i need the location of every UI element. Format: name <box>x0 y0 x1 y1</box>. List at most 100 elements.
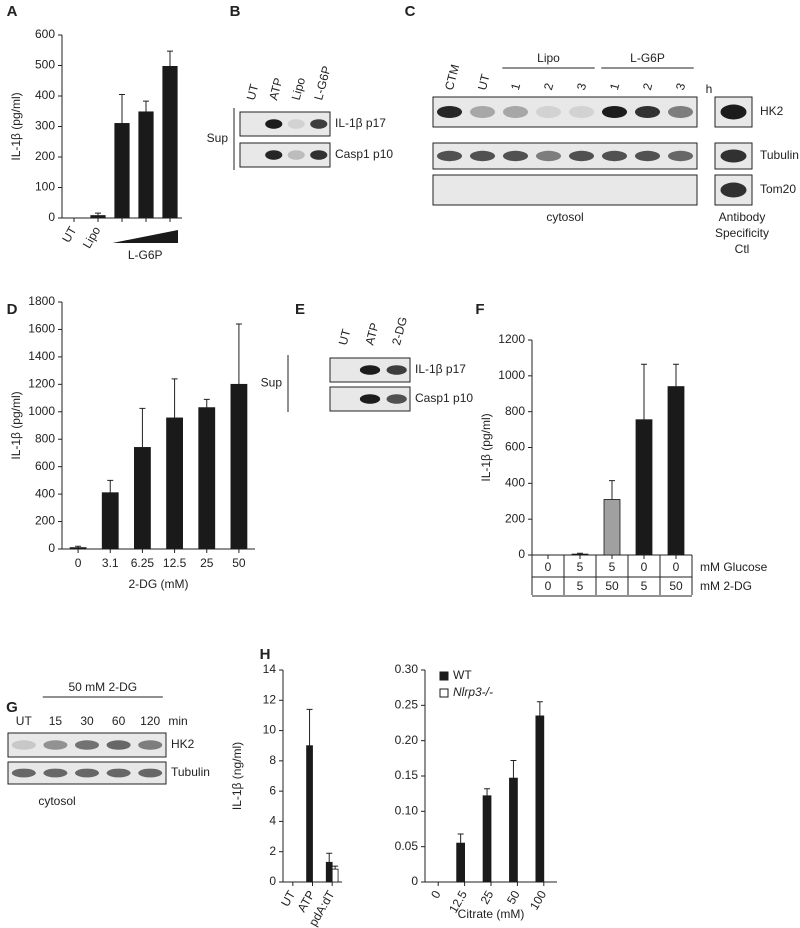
y-tick-label: 600 <box>35 459 55 473</box>
y-tick-label: 6 <box>269 783 276 797</box>
band <box>568 150 595 162</box>
ramp-triangle <box>112 230 178 243</box>
lane-label: 2 <box>541 81 556 91</box>
x-tick-label: 0 <box>428 888 444 901</box>
x-tick-label: 25 <box>478 888 497 907</box>
band <box>386 365 407 375</box>
bar <box>482 795 492 883</box>
x-row-title: mM Glucose <box>700 560 768 574</box>
legend-label: Nlrp3-/- <box>453 685 493 699</box>
bar <box>306 745 313 883</box>
band <box>469 106 496 118</box>
band <box>502 150 529 162</box>
error-bar <box>484 788 491 796</box>
y-tick-label: 0 <box>518 547 525 561</box>
row-label: IL-1β p17 <box>335 116 386 130</box>
bar <box>635 419 653 556</box>
bar <box>114 123 130 219</box>
y-tick-label: 400 <box>35 486 55 500</box>
bar <box>509 777 518 883</box>
control-label: Tom20 <box>760 182 796 196</box>
x-axis-label: Citrate (mM) <box>458 907 525 921</box>
band <box>265 150 283 160</box>
x-tick-label: Lipo <box>80 224 104 251</box>
lane-label: 1 <box>508 81 523 91</box>
y-axis-label: IL-1β (pg/ml) <box>9 391 23 459</box>
error-bar <box>332 865 339 870</box>
error-bar <box>143 100 149 112</box>
bar <box>198 407 216 550</box>
x-tick-label: 3.1 <box>102 556 119 570</box>
band <box>43 740 68 750</box>
bar <box>90 215 106 219</box>
y-tick-label: 800 <box>35 431 55 445</box>
y-tick-label: 0.05 <box>395 839 419 853</box>
y-tick-label: 1800 <box>28 294 55 308</box>
band <box>138 740 163 750</box>
lane-unit: h <box>706 82 713 96</box>
annotation: L-G6P <box>128 248 163 262</box>
y-tick-label: 0 <box>269 874 276 888</box>
x-tick-label: 6.25 <box>131 556 155 570</box>
row-label: Tubulin <box>171 765 210 779</box>
band <box>720 182 747 198</box>
y-tick-label: 400 <box>35 88 55 102</box>
bar <box>325 861 333 883</box>
y-tick-label: 500 <box>35 58 55 72</box>
bar <box>603 499 621 556</box>
bar <box>166 417 183 550</box>
lane-label: ATP <box>362 321 381 346</box>
panel-letter: E <box>295 301 305 318</box>
y-tick-label: 200 <box>35 514 55 528</box>
x-tick-label: 50 <box>232 556 246 570</box>
group-label: 50 mM 2-DG <box>68 680 137 694</box>
lane-label: UT <box>244 82 262 102</box>
band <box>720 104 747 120</box>
band <box>74 740 100 750</box>
y-tick-label: 1200 <box>498 332 525 346</box>
lane-label: 1 <box>607 81 622 91</box>
band <box>359 365 381 375</box>
y-tick-label: 400 <box>505 476 525 490</box>
error-bar <box>536 701 543 716</box>
bar <box>331 868 339 883</box>
x-row-label: 0 <box>641 560 648 574</box>
band <box>634 150 661 162</box>
caption: cytosol <box>546 210 583 224</box>
lane-label: 15 <box>49 714 63 728</box>
panel-letter: B <box>230 3 241 20</box>
error-bar <box>235 323 242 385</box>
bar <box>571 553 589 556</box>
y-tick-label: 200 <box>505 511 525 525</box>
panel-letter: D <box>7 301 18 318</box>
band <box>601 106 628 118</box>
bar <box>101 492 119 550</box>
bar <box>456 842 465 883</box>
row-label: IL-1β p17 <box>415 362 466 376</box>
y-tick-label: 1000 <box>28 404 55 418</box>
y-axis-label: IL-1β (pg/ml) <box>479 413 493 481</box>
x-row-label: 0 <box>545 560 552 574</box>
lane-label: 2 <box>640 81 655 91</box>
x-tick-label: 100 <box>527 888 549 913</box>
lane-label: 120 <box>140 714 160 728</box>
x-row-label: 0 <box>673 560 680 574</box>
y-tick-label: 0.10 <box>395 804 419 818</box>
band <box>106 768 131 778</box>
caption: cytosol <box>38 794 75 808</box>
y-tick-label: 2 <box>269 844 276 858</box>
group-label: L-G6P <box>630 51 665 65</box>
y-tick-label: 0.20 <box>395 733 419 747</box>
error-bar <box>577 552 583 555</box>
x-tick-label: 25 <box>200 556 214 570</box>
x-tick-label: 12.5 <box>163 556 187 570</box>
control-label: Tubulin <box>760 148 799 162</box>
y-tick-label: 1000 <box>498 368 525 382</box>
legend-label: WT <box>453 668 472 682</box>
band <box>667 150 694 162</box>
control-label: HK2 <box>760 104 784 118</box>
row-label: HK2 <box>171 737 195 751</box>
x-axis-label: 2-DG (mM) <box>129 577 189 591</box>
band <box>667 106 694 118</box>
